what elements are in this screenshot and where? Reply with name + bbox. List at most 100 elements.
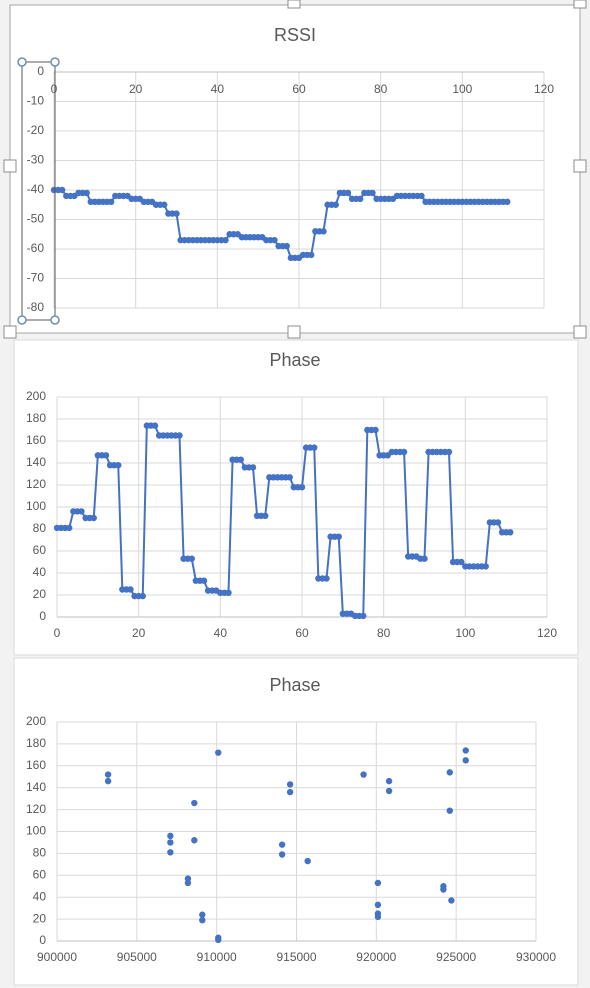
x-tick-label: 100 [455, 626, 475, 640]
chart-title: Phase [269, 675, 320, 695]
y-tick-label: 40 [33, 565, 47, 579]
selection-handles [17, 57, 60, 325]
point [199, 911, 206, 918]
x-tick-label: 120 [534, 82, 554, 96]
point [385, 787, 393, 795]
y-tick-label: -20 [27, 123, 45, 137]
x-tick-label: 120 [537, 626, 557, 640]
point [360, 612, 367, 620]
point [369, 189, 376, 197]
y-tick-label: 180 [26, 736, 46, 750]
point [374, 879, 382, 887]
point [286, 781, 294, 788]
chart-frame[interactable] [13, 339, 579, 656]
point [102, 452, 110, 459]
point [161, 201, 168, 208]
y-tick-label: 80 [33, 846, 47, 860]
point [335, 533, 342, 540]
point [199, 916, 206, 924]
point [308, 251, 315, 259]
x-tick-label: 915000 [276, 950, 316, 964]
point [462, 747, 469, 754]
y-tick-label: 80 [33, 521, 47, 535]
point [104, 771, 112, 778]
x-tick-label: 905000 [117, 950, 157, 964]
point [400, 448, 408, 456]
y-tick-label: 20 [33, 911, 47, 925]
point [115, 462, 122, 469]
x-tick-label: 925000 [436, 950, 476, 964]
y-tick-label: -10 [27, 94, 45, 108]
point [482, 563, 489, 570]
x-tick-label: 930000 [516, 950, 556, 964]
x-tick-label: 100 [452, 82, 472, 96]
point [372, 426, 379, 434]
point [200, 577, 208, 584]
y-tick-label: 60 [33, 543, 47, 557]
point [58, 186, 66, 194]
point [374, 913, 382, 921]
point [304, 857, 311, 865]
point [215, 936, 222, 944]
handle[interactable] [17, 57, 27, 67]
handle[interactable] [287, 325, 301, 339]
y-tick-label: -50 [27, 212, 45, 226]
y-tick-label: 120 [26, 477, 46, 491]
y-tick-label: 140 [26, 455, 46, 469]
point [357, 195, 364, 203]
handle[interactable] [50, 315, 60, 325]
x-tick-label: 20 [132, 626, 146, 640]
handle[interactable] [3, 159, 17, 173]
point [458, 558, 465, 566]
y-tick-label: 100 [26, 499, 46, 513]
handle[interactable] [573, 325, 587, 339]
handle[interactable] [573, 159, 587, 173]
x-tick-label: 900000 [37, 950, 77, 964]
point [222, 236, 229, 244]
y-tick-label: 100 [26, 824, 46, 838]
x-tick-label: 920000 [356, 950, 396, 964]
handle[interactable] [3, 325, 17, 339]
handle[interactable] [50, 57, 60, 67]
point [225, 589, 232, 596]
point [139, 592, 146, 600]
chart-title: Phase [269, 350, 320, 370]
point [237, 456, 244, 463]
handle[interactable] [573, 0, 587, 9]
point [440, 886, 447, 893]
handle[interactable] [17, 315, 27, 325]
handle[interactable] [287, 0, 301, 9]
point [421, 555, 428, 562]
point [104, 777, 112, 785]
point [298, 484, 306, 491]
point [320, 228, 327, 235]
x-tick-label: 80 [377, 626, 391, 640]
y-tick-label: -70 [27, 271, 45, 285]
point [188, 555, 195, 562]
y-tick-label: -40 [27, 182, 45, 196]
frame-handles [3, 0, 587, 339]
y-tick-label: -60 [27, 241, 45, 255]
y-tick-label: 120 [26, 802, 46, 816]
chart-frame[interactable] [9, 4, 581, 334]
point [344, 189, 352, 197]
point [151, 422, 159, 429]
point [90, 514, 97, 522]
point [271, 236, 278, 244]
x-tick-label: 0 [51, 82, 58, 96]
point [184, 875, 192, 882]
chart-title: RSSI [274, 25, 316, 45]
point [167, 839, 174, 846]
point [107, 198, 115, 205]
point [448, 897, 455, 904]
point [191, 799, 198, 807]
point [249, 464, 257, 471]
point [215, 749, 222, 756]
point [176, 432, 183, 439]
y-tick-label: 140 [26, 780, 46, 794]
point [278, 851, 286, 858]
point [167, 849, 174, 856]
point [507, 529, 514, 536]
x-tick-label: 60 [295, 626, 309, 640]
point [191, 837, 198, 844]
